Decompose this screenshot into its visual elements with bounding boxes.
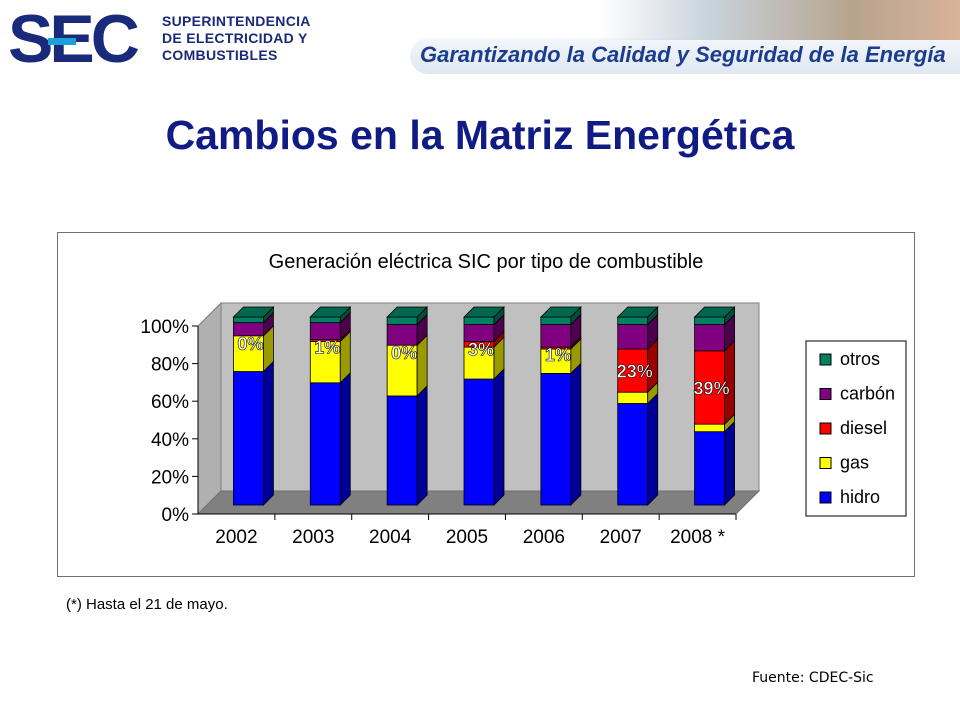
bar-segment-gas [540,348,572,374]
bar-segment-diesel [694,350,725,425]
bar-segment-otros [617,316,649,325]
bar-segment-hidro [540,372,572,506]
bar-segment-gas [694,423,725,433]
y-tick-label: 40% [151,430,189,451]
chart-title: Generación eléctrica SIC por tipo de com… [269,251,704,273]
bar-top-otros [539,306,582,318]
bar-segment-otros [694,316,725,325]
bar-side-hidro [339,371,351,506]
slogan-text: Garantizando la Calidad y Seguridad de l… [420,42,946,67]
data-label: 0% [237,334,263,354]
legend-swatch-carbón [819,388,832,400]
bar-segment-gas [233,335,264,372]
footnote: (*) Hasta el 21 de mayo. [66,596,228,613]
bar-top-otros [463,306,505,318]
bar-segment-hidro [386,395,418,506]
data-label: 39% [694,379,730,399]
bar-side-hidro [647,392,659,506]
data-label: 23% [617,362,653,382]
logo-line-1: SUPERINTENDENCIA [162,13,311,29]
bar-segment-hidro [617,403,649,506]
legend-label: gas [840,453,869,473]
x-tick-label: 2004 [369,527,412,548]
bar-segment-gas [463,346,495,380]
y-tick-label: 100% [140,317,189,338]
bar-segment-otros [233,316,264,324]
data-label: 3% [468,339,494,359]
legend-swatch-otros [819,353,832,366]
chart-frame: Generación eléctrica SIC por tipo de com… [57,232,915,577]
bar-segment-hidro [233,371,264,506]
bar-side-hidro [263,360,274,506]
bar-side-hidro [724,420,735,506]
bar-segment-otros [540,316,572,325]
logo-line-2: DE ELECTRICIDAD Y [162,30,308,46]
legend-swatch-hidro [819,491,832,504]
data-label: 0% [391,343,417,363]
x-tick-label: 2006 [523,527,565,548]
bar-segment-gas [617,391,649,404]
legend-label: otros [840,349,880,369]
bar-side-hidro [493,368,505,506]
bar-side-hidro [570,362,582,506]
y-tick-label: 60% [151,392,189,413]
legend-label: diesel [840,418,887,438]
logo-line-3: COMBUSTIBLES [162,47,278,63]
bar-side-hidro [416,384,428,506]
bar-segment-diesel [617,348,649,393]
stacked-bar-chart: Generación eléctrica SIC por tipo de com… [140,251,907,548]
legend-swatch-gas [819,457,832,469]
source-note: Fuente: CDEC-Sic [752,670,874,686]
plot-side-wall [197,301,222,516]
x-tick-label: 2003 [292,527,334,548]
bar-segment-carbón [540,324,572,348]
bar-segment-otros [309,316,341,324]
bar-top-otros [386,306,429,318]
bar-segment-carbón [694,324,725,352]
header-photo [600,0,960,40]
data-label: 1% [314,338,340,358]
data-label: 1% [545,345,571,365]
bar-segment-otros [386,316,418,325]
logo-accent-bar [48,38,76,45]
bar-segment-hidro [694,431,725,506]
bar-side-gas [416,334,428,397]
x-tick-label: 2007 [600,527,642,548]
x-tick-label: 2008 * [670,527,726,548]
legend-swatch-diesel [819,422,832,435]
bar-top-otros [693,306,736,318]
bar-segment-hidro [463,378,495,506]
y-tick-label: 80% [151,355,189,376]
header-banner: SEC SUPERINTENDENCIA DE ELECTRICIDAD Y C… [0,0,960,76]
bar-top-otros [232,306,275,318]
y-tick-label: 0% [162,505,190,526]
legend-label: carbón [840,384,895,404]
bar-top-otros [616,306,659,318]
slogan-strip [410,38,960,74]
bar-top-otros [309,306,352,318]
bar-segment-otros [463,316,495,325]
bar-segment-carbón [386,324,418,346]
bar-segment-hidro [309,382,341,506]
legend-label: hidro [840,487,880,507]
bar-segment-gas [309,341,341,384]
x-tick-label: 2002 [215,527,257,548]
page-title: Cambios en la Matriz Energética [165,112,795,158]
y-tick-label: 20% [151,467,189,488]
bar-segment-carbón [617,324,649,350]
x-tick-label: 2005 [446,527,488,548]
sec-logo-mark: SEC [8,4,143,74]
